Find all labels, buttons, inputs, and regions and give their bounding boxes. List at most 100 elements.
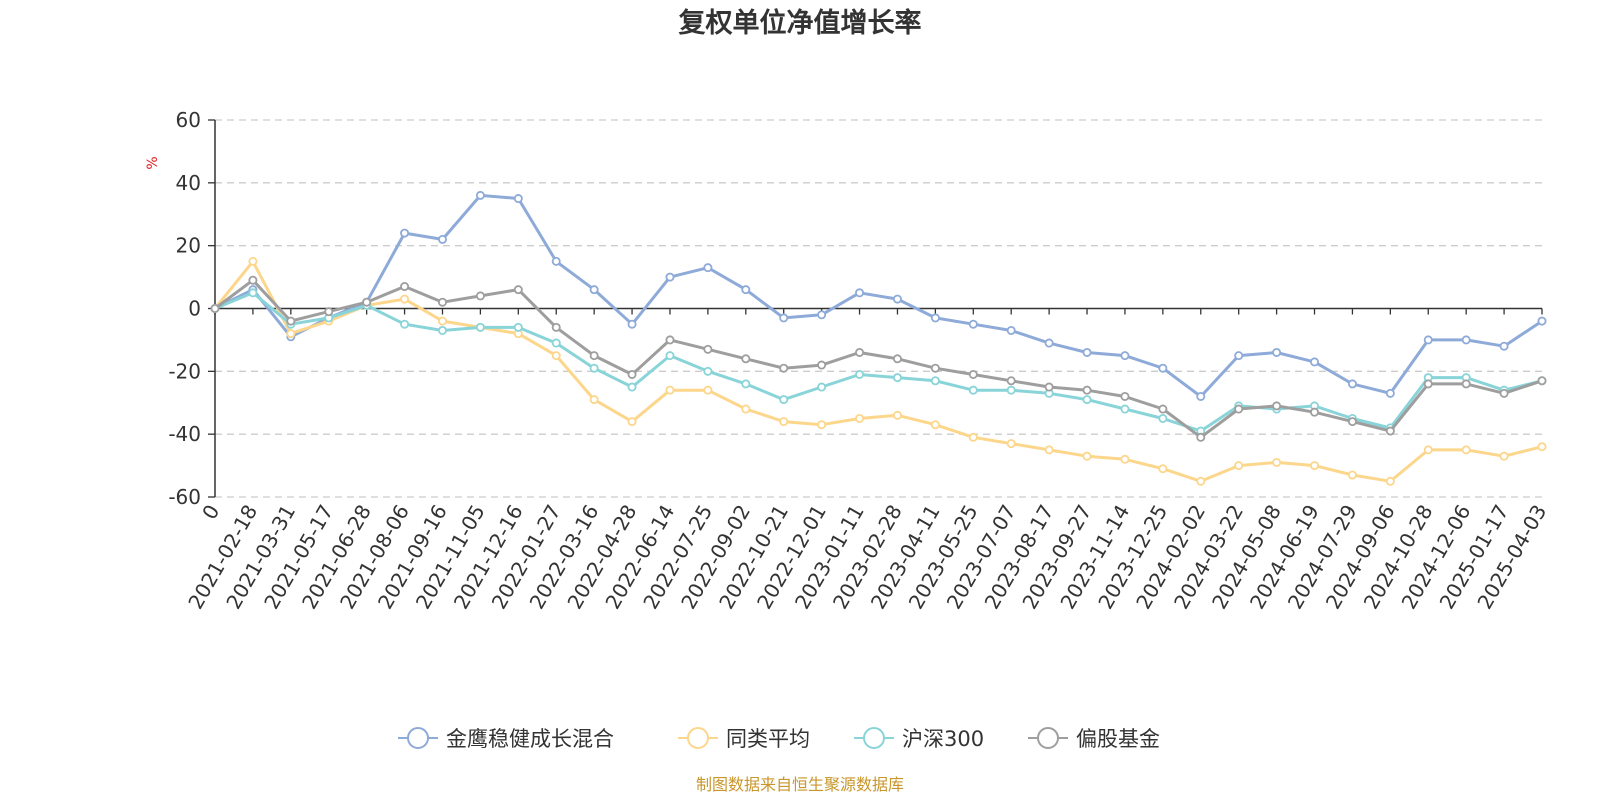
data-point — [589, 395, 599, 405]
y-tick-label: 60 — [176, 108, 201, 132]
series-line — [214, 193, 1543, 398]
data-point — [1158, 413, 1168, 423]
axes — [214, 120, 1542, 497]
data-point — [779, 363, 789, 373]
data-point — [930, 376, 940, 386]
data-point — [703, 344, 713, 354]
grid-lines — [215, 119, 1542, 498]
legend-circle-icon — [1037, 727, 1059, 749]
data-point — [855, 369, 865, 379]
legend: 金鹰稳健成长混合 同类平均 沪深300 偏股基金 — [398, 727, 1160, 751]
y-tick-label: 20 — [176, 234, 201, 258]
data-point — [551, 322, 561, 332]
data-point — [437, 325, 447, 335]
data-point — [1196, 432, 1206, 442]
data-point — [1006, 325, 1016, 335]
data-point — [855, 288, 865, 298]
data-point — [1158, 404, 1168, 414]
data-point — [362, 297, 372, 307]
data-point — [703, 366, 713, 376]
y-axis-ticks: 60 40 20 0 -20 -40 -60 — [168, 108, 215, 509]
data-point — [627, 382, 637, 392]
data-point — [1158, 363, 1168, 373]
data-point — [1120, 404, 1130, 414]
series-4 — [210, 275, 1547, 442]
data-point — [400, 294, 410, 304]
data-point — [1044, 445, 1054, 455]
data-point — [324, 307, 334, 317]
data-point — [513, 285, 523, 295]
data-point — [1082, 385, 1092, 395]
data-point — [1347, 417, 1357, 427]
data-point — [1461, 379, 1471, 389]
y-tick-label: -20 — [168, 359, 201, 383]
data-point — [437, 234, 447, 244]
data-point — [551, 256, 561, 266]
data-point — [1234, 461, 1244, 471]
data-point — [627, 369, 637, 379]
data-point — [665, 351, 675, 361]
data-point — [1423, 379, 1433, 389]
data-point — [210, 303, 220, 313]
data-point — [1461, 445, 1471, 455]
data-point — [437, 297, 447, 307]
data-point — [1537, 442, 1547, 452]
data-point — [855, 347, 865, 357]
data-point — [892, 373, 902, 383]
legend-label: 金鹰稳健成长混合 — [446, 727, 614, 751]
data-point — [665, 335, 675, 345]
legend-circle-icon — [407, 727, 429, 749]
data-point — [1120, 454, 1130, 464]
data-point — [1006, 376, 1016, 386]
data-point — [703, 385, 713, 395]
data-point — [1499, 341, 1509, 351]
legend-label: 同类平均 — [726, 727, 810, 751]
legend-circle-icon — [863, 727, 885, 749]
series-3 — [210, 288, 1547, 436]
data-point — [968, 432, 978, 442]
x-tick-label: 0 — [197, 501, 224, 524]
data-point — [1272, 457, 1282, 467]
data-point — [1044, 338, 1054, 348]
data-point — [286, 329, 296, 339]
data-point — [400, 282, 410, 292]
data-point — [475, 190, 485, 200]
data-point — [703, 263, 713, 273]
data-point — [779, 395, 789, 405]
data-point — [930, 363, 940, 373]
data-point — [1423, 445, 1433, 455]
legend-item-4: 偏股基金 — [1028, 727, 1160, 751]
data-point — [892, 354, 902, 364]
legend-circle-icon — [687, 727, 709, 749]
data-point — [627, 417, 637, 427]
legend-item-2: 同类平均 — [678, 727, 810, 751]
data-point — [930, 313, 940, 323]
data-point — [968, 385, 978, 395]
data-point — [248, 256, 258, 266]
data-point — [1385, 388, 1395, 398]
data-point — [1082, 451, 1092, 461]
data-point — [1461, 335, 1471, 345]
series-layer — [210, 190, 1547, 486]
series-line — [214, 291, 1543, 433]
data-point — [665, 385, 675, 395]
source-note: 制图数据来自恒生聚源数据库 — [696, 775, 904, 794]
data-point — [1196, 476, 1206, 486]
data-point — [665, 272, 675, 282]
data-point — [1347, 379, 1357, 389]
data-point — [1158, 464, 1168, 474]
data-point — [1120, 391, 1130, 401]
data-point — [1423, 335, 1433, 345]
y-axis-unit-label: % — [145, 156, 161, 169]
legend-label: 偏股基金 — [1076, 727, 1160, 751]
legend-item-1: 金鹰稳健成长混合 — [398, 727, 614, 751]
data-point — [1272, 401, 1282, 411]
data-point — [741, 285, 751, 295]
data-point — [741, 354, 751, 364]
data-point — [1234, 404, 1244, 414]
data-point — [1385, 476, 1395, 486]
data-point — [1082, 395, 1092, 405]
data-point — [400, 228, 410, 238]
data-point — [1044, 382, 1054, 392]
data-point — [1196, 391, 1206, 401]
